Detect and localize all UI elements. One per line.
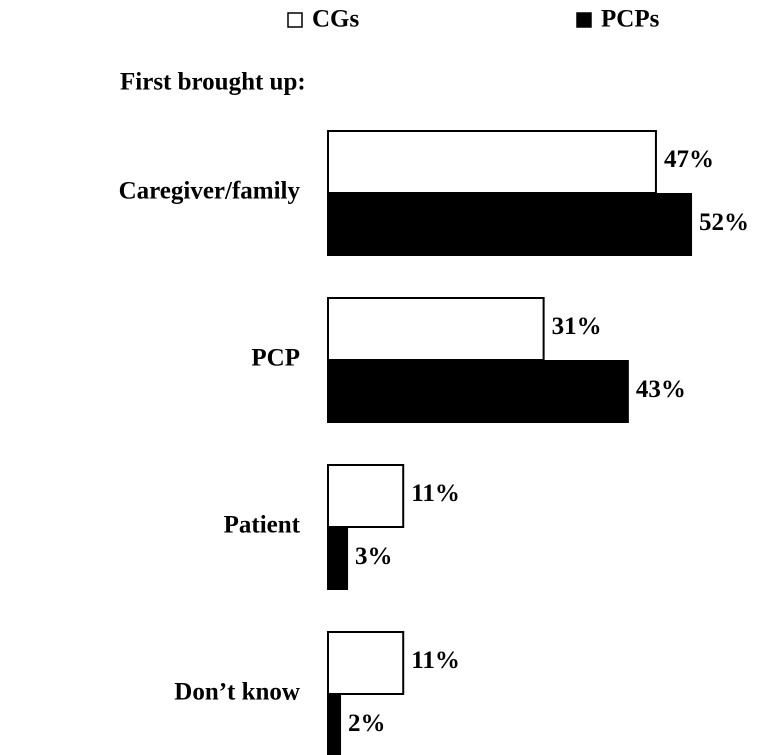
category-label: Don’t know [174, 679, 300, 706]
bar [327, 631, 405, 695]
bar [327, 297, 545, 361]
value-label: 3% [355, 543, 393, 570]
value-label: 31% [552, 313, 602, 340]
category-label: Patient [224, 512, 301, 539]
bar [327, 464, 405, 528]
legend-swatch [287, 12, 303, 28]
bar [327, 360, 629, 423]
legend-label: CGs [312, 6, 360, 33]
legend-swatch [576, 12, 592, 28]
value-label: 2% [348, 710, 386, 737]
value-label: 11% [411, 647, 460, 674]
value-label: 11% [411, 480, 460, 507]
bar [327, 130, 657, 194]
value-label: 52% [699, 209, 749, 236]
category-label: Caregiver/family [119, 178, 301, 205]
bar [327, 193, 693, 256]
chart-title: First brought up: [120, 69, 306, 96]
value-label: 47% [664, 146, 714, 173]
legend-label: PCPs [601, 6, 660, 33]
category-label: PCP [251, 345, 300, 372]
bar [327, 527, 349, 590]
bar [327, 694, 342, 755]
value-label: 43% [636, 376, 686, 403]
